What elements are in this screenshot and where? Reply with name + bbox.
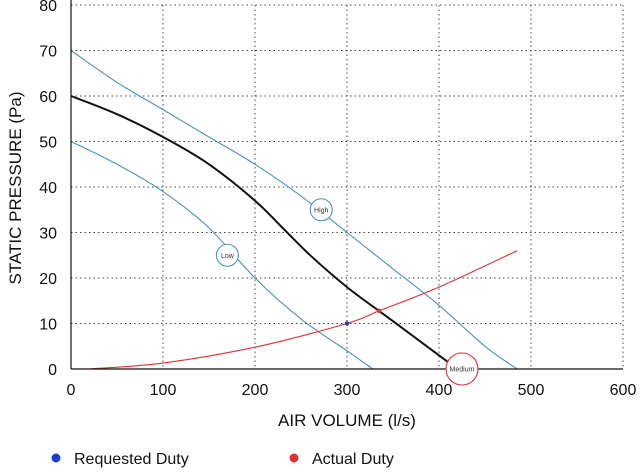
x-tick-label: 300 [334,382,361,399]
legend-label: Actual Duty [312,451,394,468]
curve-label-text: High [314,207,329,214]
curve-label-text: Medium [450,367,475,374]
curve-label-badge [309,198,333,222]
curve-label-text: Low [221,253,235,260]
y-tick-label: 40 [39,180,57,197]
grid [71,4,624,369]
x-tick-label: 600 [610,382,637,399]
y-tick-label: 0 [48,362,57,379]
legend-marker [51,453,61,463]
y-tick-label: 30 [39,226,57,243]
actual-duty-point [377,308,382,313]
legend-label: Requested Duty [74,451,189,468]
legend: Requested Duty Actual Duty [51,451,394,468]
legend-marker [289,453,299,463]
duty-markers [344,308,382,326]
requested-duty-point [344,321,350,326]
series-line-system [89,250,518,370]
y-tick-label: 60 [39,89,57,106]
y-axis-title: STATIC PRESSURE (Pa) [6,91,25,284]
x-tick-label: 500 [518,382,545,399]
curve-label-badge [445,352,479,386]
y-tick-label: 70 [39,44,57,61]
x-tick-label: 200 [242,382,269,399]
curve-label-badge [215,243,239,267]
y-tick-label: 20 [39,271,57,288]
curves [70,50,518,370]
y-tick-label: 80 [39,0,57,15]
x-tick-label: 100 [150,382,177,399]
x-tick-label: 0 [67,382,76,399]
tick-labels: 0 100 200 300 400 500 600 0 10 20 30 40 50 60 70 80 [39,0,636,399]
series-line-high [70,50,518,370]
y-tick-label: 50 [39,135,57,152]
y-tick-label: 10 [39,317,57,334]
series-line-medium [70,95,449,364]
x-axis-title: AIR VOLUME (l/s) [278,411,416,430]
axes [70,0,623,370]
x-tick-label: 400 [426,382,453,399]
curve-labels: High Low Medium [215,198,479,386]
